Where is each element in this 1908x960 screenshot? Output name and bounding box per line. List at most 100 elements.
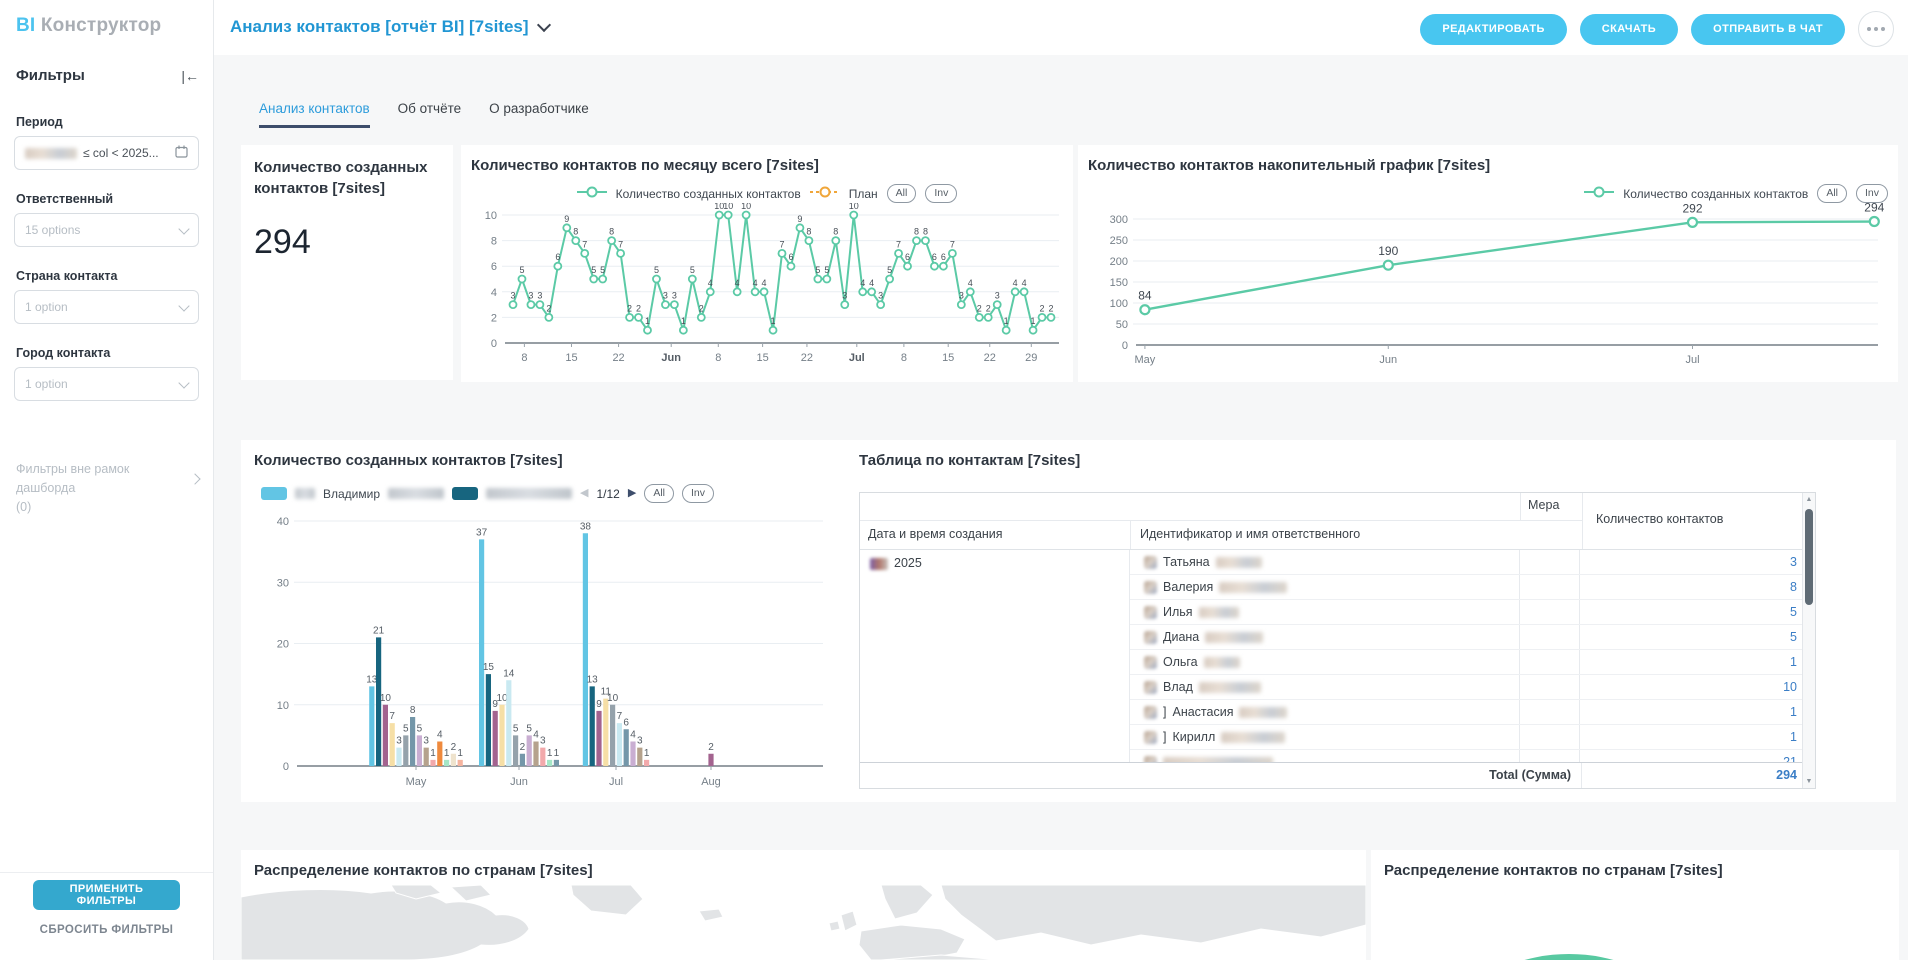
table-row[interactable]: Влад10 [1130, 675, 1815, 700]
chevron-right-icon [189, 473, 200, 484]
filter-owner-select[interactable]: 15 options [14, 213, 199, 247]
svg-text:5: 5 [519, 265, 524, 275]
svg-text:8: 8 [715, 352, 721, 364]
outer-filters-toggle[interactable]: Фильтры вне рамок дашборда (0) [16, 460, 199, 517]
countries-pie-chart[interactable] [1371, 850, 1899, 960]
contacts-count-cell: 5 [1580, 605, 1815, 619]
svg-text:7: 7 [779, 239, 784, 249]
svg-text:5: 5 [690, 265, 695, 275]
contacts-table-rows: Татьяна3Валерия8Илья5Диана5Ольга1Влад10]… [1130, 550, 1815, 762]
dot-icon [1874, 27, 1878, 31]
svg-text:8: 8 [806, 227, 811, 237]
svg-text:292: 292 [1682, 203, 1702, 215]
report-title-dropdown[interactable]: Анализ контактов [отчёт BI] [7sites] [230, 17, 549, 37]
owner-name: Кирилл [1172, 730, 1215, 744]
filter-country-select[interactable]: 1 option [14, 290, 199, 324]
table-row[interactable]: Валерия8 [1130, 575, 1815, 600]
toggle-inv[interactable]: Inv [682, 484, 714, 503]
svg-text:Jul: Jul [1685, 354, 1699, 366]
svg-text:3: 3 [959, 291, 964, 301]
monthly-line-chart[interactable]: 024681081522Jun81522Jul81522293533269875… [461, 203, 1071, 378]
owners-bar-chart[interactable]: 010203040May13211073585314121Jun37159101… [241, 506, 845, 798]
svg-text:4: 4 [735, 278, 740, 288]
svg-text:10: 10 [723, 203, 733, 211]
svg-text:8: 8 [410, 705, 416, 716]
svg-text:7: 7 [582, 239, 587, 249]
toggle-all[interactable]: All [887, 184, 917, 203]
send-to-chat-button[interactable]: ОТПРАВИТЬ В ЧАТ [1691, 14, 1845, 45]
svg-text:5: 5 [526, 723, 532, 734]
tab-about-report[interactable]: Об отчёте [398, 101, 461, 125]
toggle-inv[interactable]: Inv [1856, 184, 1888, 203]
table-row[interactable]: ]Кирилл1 [1130, 725, 1815, 750]
owner-name-cell: ]Кирилл [1130, 725, 1520, 749]
svg-text:8: 8 [901, 352, 907, 364]
svg-text:Aug: Aug [701, 776, 721, 788]
filter-city-select[interactable]: 1 option [14, 367, 199, 401]
redacted-owner-id [295, 488, 315, 499]
svg-text:May: May [1135, 354, 1156, 366]
measure-cell [1520, 750, 1580, 762]
svg-text:5: 5 [600, 265, 605, 275]
kpi-value: 294 [254, 223, 311, 262]
redacted-avatar [1144, 731, 1157, 744]
more-options-button[interactable] [1858, 11, 1894, 47]
table-row[interactable]: ]Анастасия1 [1130, 700, 1815, 725]
svg-text:5: 5 [403, 723, 409, 734]
tab-analysis[interactable]: Анализ контактов [259, 101, 370, 125]
sidebar-divider [213, 0, 214, 960]
world-map[interactable] [241, 885, 1366, 960]
redacted-owner-name [388, 488, 444, 499]
legend-label-contacts: Количество созданных контактов [616, 187, 801, 201]
svg-text:29: 29 [1025, 352, 1037, 364]
toggle-all[interactable]: All [1817, 184, 1847, 203]
scroll-up-icon[interactable]: ▲ [1803, 496, 1815, 503]
apply-filters-button[interactable]: ПРИМЕНИТЬ ФИЛЬТРЫ [33, 880, 180, 910]
reset-filters-button[interactable]: СБРОСИТЬ ФИЛЬТРЫ [0, 923, 213, 937]
page-prev-icon[interactable]: ◀ [580, 488, 588, 499]
chevron-down-icon [178, 300, 189, 311]
table-row[interactable]: 21 [1130, 750, 1815, 762]
table-row[interactable]: Илья5 [1130, 600, 1815, 625]
table-row[interactable]: Ольга1 [1130, 650, 1815, 675]
filter-period-input[interactable]: ≤ col < 2025... [14, 136, 199, 170]
report-tabs: Анализ контактов Об отчёте О разработчике [259, 101, 589, 125]
table-scrollbar[interactable]: ▲ ▼ [1802, 493, 1815, 788]
svg-text:7: 7 [618, 239, 623, 249]
collapse-sidebar-icon[interactable]: |← [181, 68, 199, 84]
table-row[interactable]: Диана5 [1130, 625, 1815, 650]
filter-label-country: Страна контакта [16, 269, 197, 283]
cumulative-line-chart[interactable]: 050100150200250300MayJunJul84190292294 [1078, 203, 1896, 378]
svg-text:Jul: Jul [849, 352, 865, 364]
plan-series-marker-icon [810, 186, 840, 201]
svg-text:5: 5 [654, 265, 659, 275]
scrollbar-thumb[interactable] [1805, 509, 1813, 605]
scroll-down-icon[interactable]: ▼ [1803, 778, 1815, 785]
svg-text:21: 21 [373, 625, 385, 636]
svg-text:84: 84 [1138, 289, 1152, 303]
svg-text:5: 5 [887, 265, 892, 275]
owner-name-cell [1130, 750, 1520, 762]
toggle-all[interactable]: All [644, 484, 674, 503]
svg-text:6: 6 [905, 252, 910, 262]
svg-text:15: 15 [483, 662, 495, 673]
svg-text:1: 1 [547, 748, 553, 759]
svg-text:1: 1 [1031, 316, 1036, 326]
svg-text:6: 6 [555, 252, 560, 262]
redacted-avatar [1144, 556, 1157, 569]
table-row[interactable]: Татьяна3 [1130, 550, 1815, 575]
toggle-inv[interactable]: Inv [925, 184, 957, 203]
edit-button[interactable]: РЕДАКТИРОВАТЬ [1420, 14, 1566, 45]
measure-cell [1520, 550, 1580, 574]
svg-text:22: 22 [801, 352, 813, 364]
redacted-owner-text [1199, 682, 1261, 693]
tab-about-developer[interactable]: О разработчике [489, 101, 589, 125]
svg-text:1: 1 [457, 748, 463, 759]
owner-name-cell: Валерия [1130, 575, 1520, 599]
logo-constructor: Конструктор [41, 15, 161, 36]
download-button[interactable]: СКАЧАТЬ [1580, 14, 1678, 45]
svg-text:300: 300 [1110, 214, 1128, 226]
total-value: 294 [1582, 763, 1815, 788]
bracket-text: ] [1163, 705, 1166, 719]
page-next-icon[interactable]: ▶ [628, 488, 636, 499]
